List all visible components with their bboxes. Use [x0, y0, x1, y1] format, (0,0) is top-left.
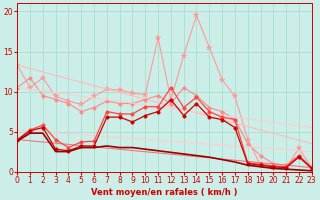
X-axis label: Vent moyen/en rafales ( km/h ): Vent moyen/en rafales ( km/h ): [91, 188, 238, 197]
